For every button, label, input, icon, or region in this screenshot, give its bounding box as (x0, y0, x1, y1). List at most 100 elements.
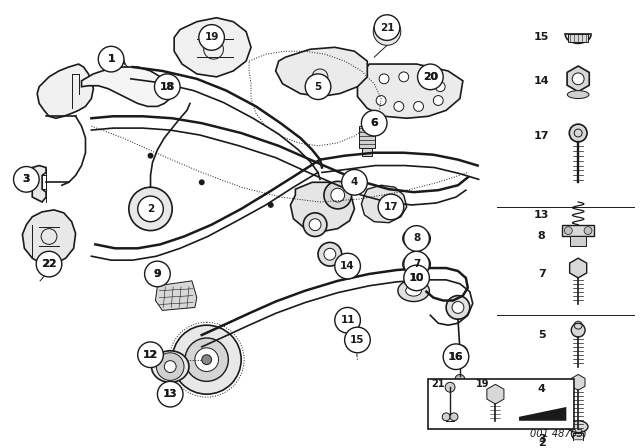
Text: 17: 17 (534, 131, 550, 141)
Circle shape (158, 382, 182, 406)
Circle shape (318, 242, 342, 266)
Circle shape (446, 296, 470, 319)
Circle shape (309, 219, 321, 231)
Text: 20: 20 (423, 72, 438, 82)
Circle shape (99, 46, 124, 72)
Circle shape (378, 194, 404, 220)
Text: 16: 16 (448, 352, 464, 362)
Ellipse shape (410, 258, 424, 270)
Circle shape (442, 413, 450, 421)
Polygon shape (291, 182, 355, 232)
Circle shape (452, 302, 464, 313)
Circle shape (324, 248, 336, 260)
Circle shape (303, 213, 327, 237)
Circle shape (404, 265, 429, 291)
Circle shape (570, 124, 587, 142)
Circle shape (154, 74, 180, 99)
Circle shape (36, 251, 62, 277)
Text: 12: 12 (143, 350, 158, 360)
Bar (568, 34, 588, 43)
Polygon shape (32, 166, 46, 202)
Circle shape (156, 353, 184, 380)
Text: 21: 21 (431, 379, 445, 389)
Circle shape (572, 323, 585, 337)
Circle shape (268, 202, 274, 208)
Circle shape (129, 187, 172, 231)
Circle shape (335, 253, 360, 279)
Circle shape (445, 382, 455, 392)
Text: 3: 3 (23, 174, 30, 184)
Circle shape (138, 196, 163, 222)
Text: 5: 5 (538, 330, 545, 340)
Text: 4: 4 (538, 384, 546, 394)
Bar (362, 148, 372, 156)
Polygon shape (174, 18, 251, 77)
Circle shape (404, 226, 429, 251)
Ellipse shape (406, 285, 422, 296)
Text: 2: 2 (538, 439, 545, 448)
Circle shape (148, 153, 154, 159)
Circle shape (413, 102, 424, 112)
Circle shape (324, 181, 351, 209)
Circle shape (172, 325, 241, 394)
Text: 11: 11 (340, 315, 355, 325)
Polygon shape (358, 64, 463, 118)
Text: 18: 18 (159, 82, 175, 92)
Circle shape (344, 327, 371, 353)
Text: 7: 7 (538, 269, 545, 279)
Text: 19: 19 (204, 32, 219, 43)
Circle shape (185, 338, 228, 381)
Bar (570, 237, 586, 246)
Circle shape (157, 381, 183, 407)
Circle shape (455, 375, 465, 384)
Ellipse shape (403, 228, 430, 249)
Polygon shape (81, 67, 172, 107)
Text: 4: 4 (351, 177, 358, 187)
Ellipse shape (398, 280, 429, 302)
Text: 15: 15 (534, 32, 549, 43)
Circle shape (564, 227, 572, 234)
Text: 7: 7 (413, 259, 420, 269)
Circle shape (145, 261, 170, 287)
Circle shape (376, 95, 386, 105)
Circle shape (202, 355, 212, 365)
Bar (360, 126, 375, 148)
Text: 16: 16 (449, 352, 463, 362)
Text: 1: 1 (108, 54, 115, 64)
Text: 10: 10 (409, 273, 424, 283)
Circle shape (419, 74, 428, 84)
Polygon shape (519, 407, 566, 421)
Circle shape (373, 18, 401, 45)
Text: 9: 9 (154, 269, 161, 279)
Circle shape (335, 307, 360, 333)
Circle shape (139, 197, 163, 221)
Text: 17: 17 (383, 202, 398, 212)
Circle shape (379, 74, 389, 84)
Circle shape (572, 73, 584, 85)
Text: 9: 9 (154, 269, 161, 279)
Text: 15: 15 (350, 335, 365, 345)
Text: 22: 22 (41, 259, 57, 269)
Polygon shape (362, 185, 406, 223)
Text: 12: 12 (143, 350, 158, 360)
Circle shape (13, 167, 39, 192)
Circle shape (199, 179, 205, 185)
Text: 3: 3 (22, 174, 30, 184)
Circle shape (443, 344, 468, 370)
Circle shape (399, 72, 409, 82)
Ellipse shape (568, 421, 588, 433)
Circle shape (417, 64, 443, 90)
Ellipse shape (152, 351, 189, 382)
Circle shape (450, 413, 458, 421)
Circle shape (138, 342, 163, 367)
Circle shape (374, 15, 400, 40)
Ellipse shape (403, 253, 430, 275)
Text: 5: 5 (314, 82, 322, 92)
Text: 22: 22 (42, 259, 56, 269)
Text: 10: 10 (410, 273, 424, 283)
Circle shape (164, 361, 176, 372)
Polygon shape (22, 210, 76, 264)
Circle shape (342, 169, 367, 195)
Text: 19: 19 (476, 379, 490, 389)
Text: 20: 20 (422, 72, 438, 82)
